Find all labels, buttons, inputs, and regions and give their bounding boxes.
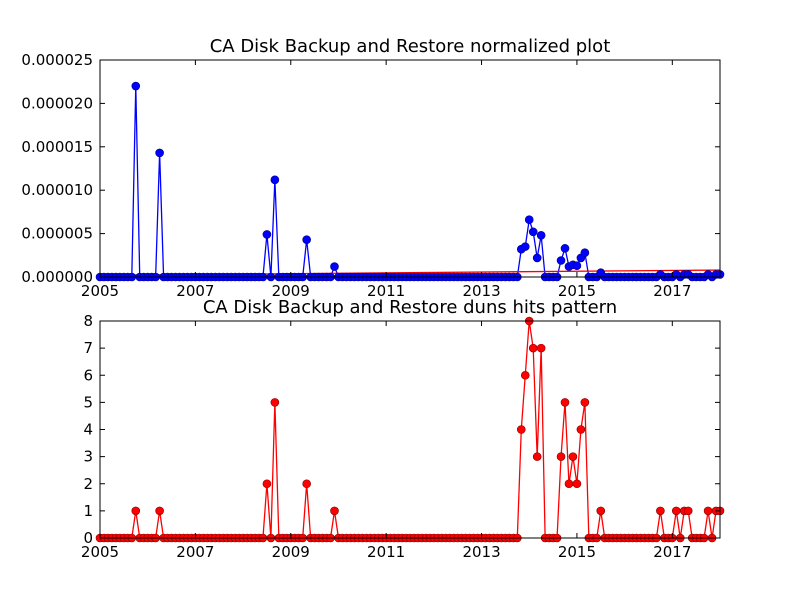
data-point (516, 425, 526, 434)
normalized-plot: CA Disk Backup and Restore normalized pl… (21, 36, 725, 300)
y-tick-label: 0.000015 (21, 138, 93, 156)
data-point (262, 479, 272, 489)
data-point (524, 215, 534, 225)
y-tick-label: 6 (83, 366, 93, 384)
y-tick-label: 0.000010 (21, 181, 93, 199)
data-point (520, 242, 530, 251)
data-point (580, 248, 590, 257)
x-tick-label: 2011 (367, 543, 405, 561)
y-tick-label: 4 (83, 421, 93, 439)
data-point (560, 244, 570, 253)
chart-title: CA Disk Backup and Restore duns hits pat… (203, 297, 617, 318)
x-tick-label: 2015 (558, 282, 596, 300)
y-tick-label: 0.000000 (21, 268, 93, 286)
data-point (572, 261, 582, 271)
data-point (596, 506, 606, 516)
data-point (520, 370, 530, 380)
data-point (703, 506, 713, 516)
data-point (270, 398, 280, 407)
y-tick-label: 0.000025 (21, 51, 93, 69)
data-point (564, 479, 574, 489)
x-tick-label: 2007 (176, 282, 214, 300)
data-point (528, 343, 538, 353)
data-point (330, 506, 339, 516)
x-tick-label: 2017 (653, 543, 691, 561)
data-point (572, 479, 582, 489)
axes-frame (99, 59, 721, 278)
duns-hits-plot: CA Disk Backup and Restore duns hits pat… (81, 297, 725, 561)
x-tick-label: 2009 (272, 282, 310, 300)
data-point (131, 506, 141, 516)
x-tick-label: 2017 (653, 282, 691, 300)
data-point (532, 452, 542, 461)
x-tick-label: 2005 (81, 282, 119, 300)
data-point (302, 235, 311, 244)
data-point (536, 231, 546, 240)
data-point (576, 425, 586, 434)
x-tick-label: 2009 (272, 543, 310, 561)
y-tick-label: 0.000020 (21, 94, 93, 112)
y-tick-label: 7 (83, 339, 93, 357)
data-point (330, 262, 339, 271)
data-point (155, 148, 164, 158)
data-point (580, 398, 590, 407)
x-tick-label: 2015 (558, 543, 596, 561)
data-point (131, 81, 141, 91)
data-point (683, 506, 693, 516)
y-tick-label: 5 (83, 393, 93, 411)
data-point (556, 256, 566, 265)
x-tick-label: 2005 (81, 543, 119, 561)
chart-title: CA Disk Backup and Restore normalized pl… (210, 36, 611, 57)
x-tick-label: 2013 (462, 282, 500, 300)
y-tick-label: 0 (83, 529, 93, 547)
y-tick-label: 0.000005 (21, 225, 93, 243)
data-point (568, 452, 578, 461)
y-tick-label: 1 (83, 502, 93, 520)
data-point (262, 230, 272, 239)
x-tick-label: 2013 (462, 543, 500, 561)
data-point (302, 479, 311, 489)
data-point (528, 227, 538, 237)
x-tick-label: 2007 (176, 543, 214, 561)
data-point (270, 175, 280, 185)
data-point (560, 398, 570, 407)
data-point (671, 506, 681, 516)
data-point (536, 343, 546, 353)
data-point (556, 452, 566, 461)
y-tick-label: 8 (83, 312, 93, 330)
x-tick-label: 2011 (367, 282, 405, 300)
y-tick-label: 2 (83, 475, 93, 493)
y-tick-label: 3 (83, 448, 93, 466)
data-point (532, 253, 542, 263)
data-point (155, 506, 164, 516)
data-point (656, 506, 665, 516)
